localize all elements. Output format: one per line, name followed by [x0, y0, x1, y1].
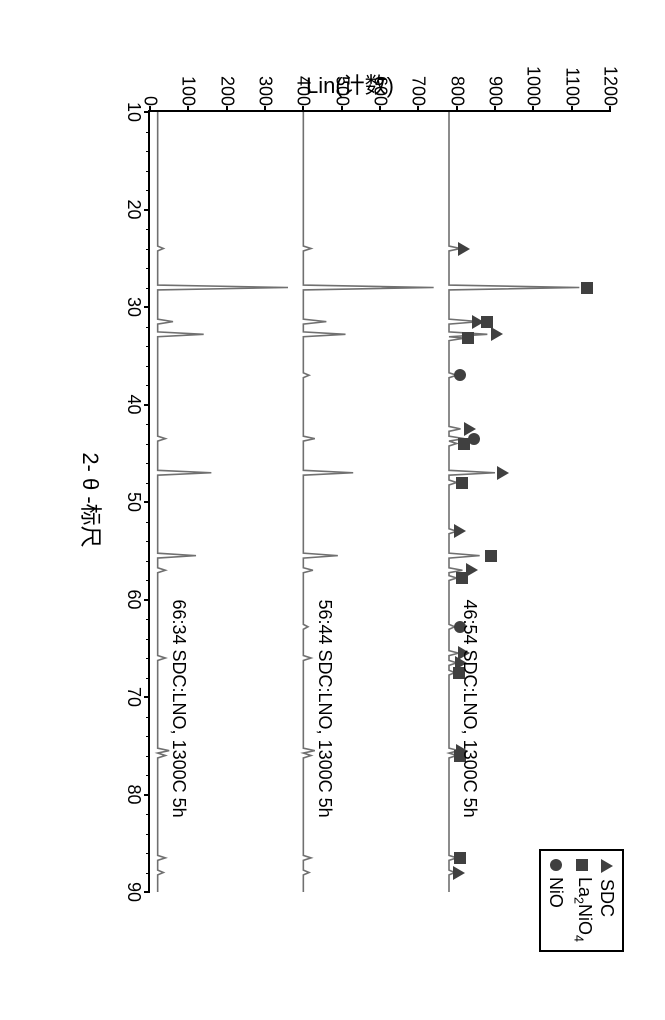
- chart-container: Lin(计数) 2- θ -标尺 SDC La2NiO4 NiO: [10, 10, 665, 1010]
- circle-icon: [455, 369, 467, 381]
- trace-label: 66:34 SDC:LNO, 1300C 5h: [168, 600, 189, 818]
- square-icon: [581, 282, 593, 294]
- triangle-icon: [497, 466, 509, 480]
- square-icon: [456, 477, 468, 489]
- square-icon: [456, 572, 468, 584]
- trace-label: 46:54 SDC:LNO, 1300C 5h: [460, 600, 481, 818]
- triangle-icon: [458, 242, 470, 256]
- triangle-icon: [491, 327, 503, 341]
- triangle-icon: [453, 866, 465, 880]
- triangle-icon: [455, 524, 467, 538]
- spectrum-svg: [150, 112, 610, 892]
- chart-rotated: Lin(计数) 2- θ -标尺 SDC La2NiO4 NiO: [70, 30, 630, 970]
- x-axis-label: 2- θ -标尺: [76, 452, 108, 547]
- square-icon: [462, 332, 474, 344]
- trace-label: 56:44 SDC:LNO, 1300C 5h: [314, 600, 335, 818]
- triangle-icon: [472, 315, 484, 329]
- square-icon: [455, 852, 467, 864]
- plot-area: SDC La2NiO4 NiO 46:54 SDC:LNO, 1300C 5h5…: [148, 110, 610, 892]
- square-icon: [458, 438, 470, 450]
- square-icon: [485, 550, 497, 562]
